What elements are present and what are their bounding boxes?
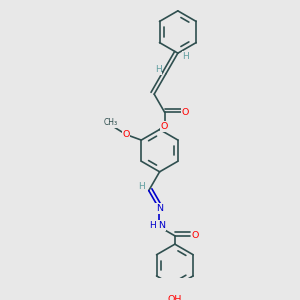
Text: O: O	[122, 130, 130, 139]
Text: O: O	[182, 108, 189, 117]
Text: N: N	[156, 204, 163, 213]
Text: H: H	[149, 221, 156, 230]
Text: H: H	[182, 52, 189, 61]
Text: H: H	[155, 65, 162, 74]
Text: O: O	[161, 122, 168, 131]
Text: CH₃: CH₃	[103, 118, 118, 127]
Text: OH: OH	[168, 295, 182, 300]
Text: H: H	[138, 182, 145, 190]
Text: O: O	[191, 231, 199, 240]
Text: N: N	[158, 221, 166, 230]
